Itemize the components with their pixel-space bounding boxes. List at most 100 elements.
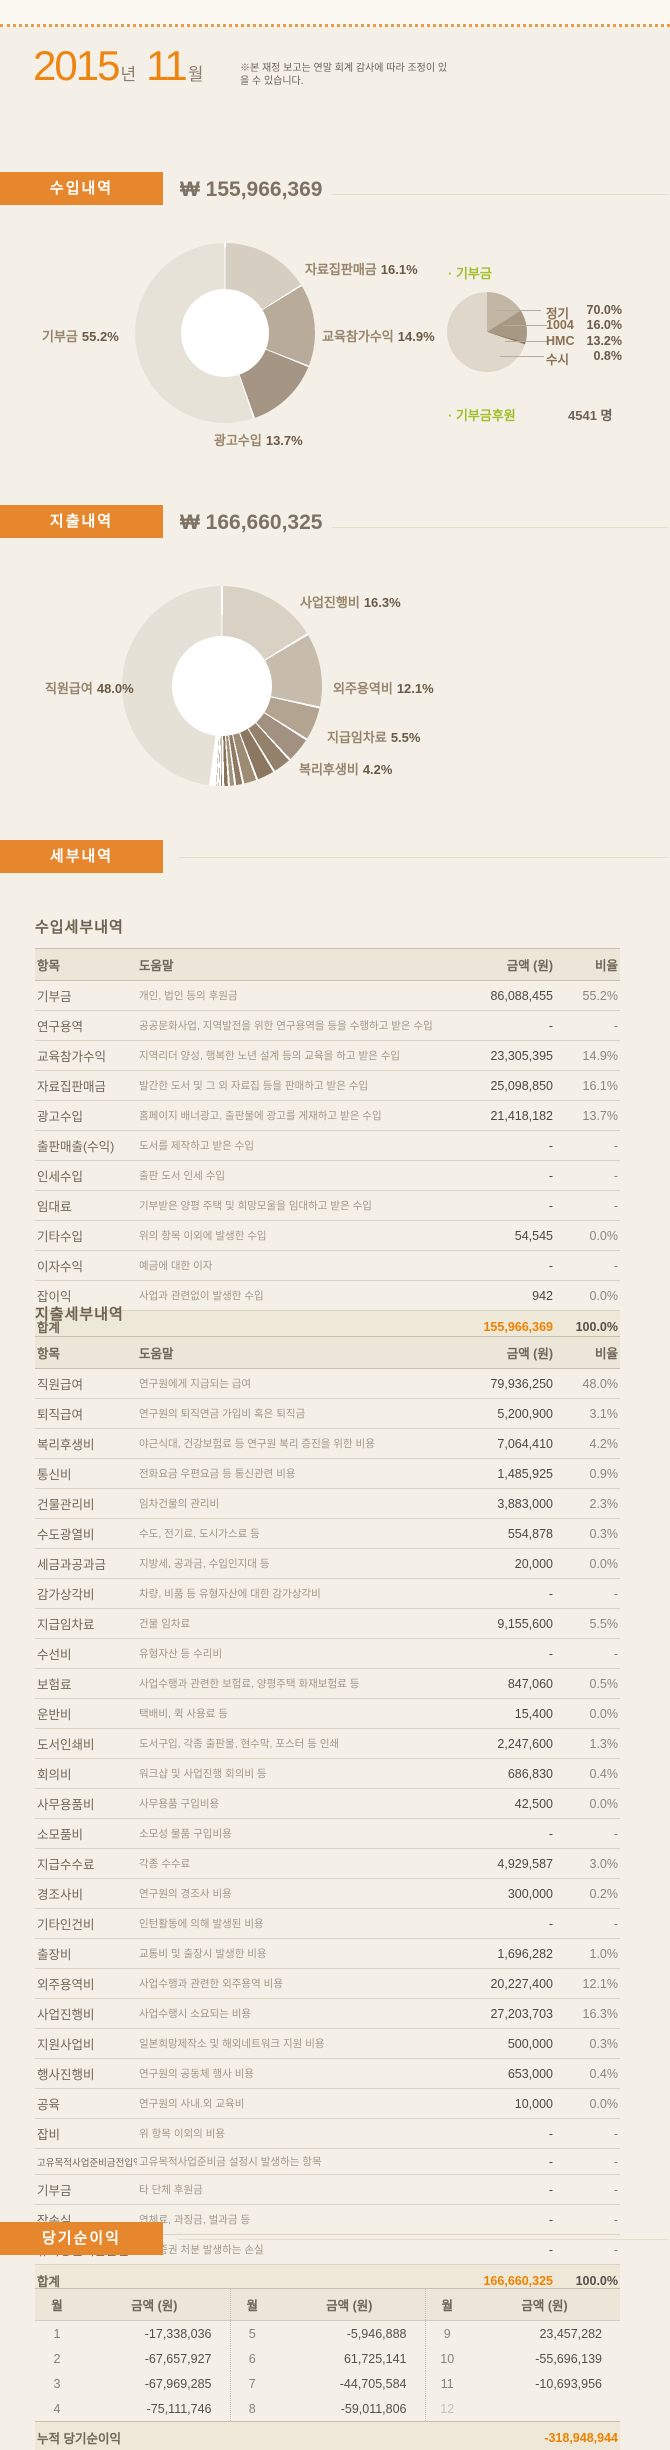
table-row: 공육 연구원의 사내.외 교육비 10,000 0.0% [35,2088,620,2119]
ratio-cell: 0.0% [555,2088,620,2119]
item-cell: 세금과공과금 [35,1548,137,1579]
donors-pie-chart [447,292,527,372]
col-header-item: 항목 [35,1336,137,1369]
table-row: 출장비 교통비 및 출장시 발생한 비용 1,696,282 1.0% [35,1938,620,1969]
table-row: 건물관리비 임차건물의 관리비 3,883,000 2.3% [35,1488,620,1519]
item-cell: 보험료 [35,1668,137,1699]
table-row: 기부금 타 단체 후원금 - - [35,2174,620,2205]
help-cell: 발간한 도서 및 그 외 자료집 등을 판매하고 받은 수입 [137,1070,443,1101]
pie-legend-name: 1004 [546,318,574,332]
help-cell: 위 항목 이외의 비용 [137,2118,443,2149]
income-label-gibu-name: 기부금 [42,329,78,344]
expense-label-saeop: 사업진행비 16.3% [300,592,401,611]
ratio-cell: 3.1% [555,1398,620,1429]
amount-cell: 27,203,703 [443,1998,555,2029]
table-header-row: 월 금액 (원) 월 금액 (원) 월 금액 (원) [35,2288,620,2321]
amount-cell: 86,088,455 [443,980,555,1011]
table-row: 직원급여 연구원에게 지급되는 급여 79,936,250 48.0% [35,1368,620,1399]
expense-label-saeop-value: 16.3% [363,595,401,610]
month-cell: 1 [53,2326,61,2341]
item-cell: 광고수입 [35,1100,137,1131]
expense-label-imcha: 지급임차료 5.5% [327,727,420,746]
income-label-gwango-value: 13.7% [265,433,303,448]
pie-legend-value: 70.0% [586,303,622,317]
ratio-cell: 16.1% [555,1070,620,1101]
income-label-jaryojip-value: 16.1% [380,262,418,277]
col-header-item: 항목 [35,948,137,981]
ratio-cell: - [555,1578,620,1609]
net-section-badge: 당기순이익 [0,2222,163,2255]
help-cell: 도서를 제작하고 받은 수입 [137,1130,443,1161]
amount-cell: -10,693,956 [535,2376,602,2391]
table-row: 기타인건비 인턴활동에 의해 발생된 비용 - - [35,1908,620,1939]
leader-line [500,356,544,357]
item-cell: 사무용품비 [35,1788,137,1819]
col-header-month: 월 [35,2288,79,2321]
help-cell: 택배비, 퀵 사용료 등 [137,1698,443,1729]
income-donut-chart [135,243,315,423]
amount-cell [469,2396,620,2422]
item-cell: 자료집판매금 [35,1070,137,1101]
help-cell: 기부받은 양평 주택 및 희망모울을 임대하고 받은 수입 [137,1190,443,1221]
table-row: 잡이익 사업과 관련없이 발생한 수입 942 0.0% [35,1280,620,1311]
table-row: 기타수입 위의 항목 이외에 발생한 수입 54,545 0.0% [35,1220,620,1251]
col-header-amount: 금액 (원) [469,2288,620,2321]
ratio-cell: 0.2% [555,1878,620,1909]
ratio-cell: 0.9% [555,1458,620,1489]
amount-cell: -59,011,806 [340,2401,407,2416]
table-row: 지원사업비 일본희망제작소 및 해외네트워크 지원 비용 500,000 0.3% [35,2028,620,2059]
item-cell: 지급임차료 [35,1608,137,1639]
month-cell: 3 [53,2376,61,2391]
monthly-net-income-table: 월 금액 (원) 월 금액 (원) 월 금액 (원) 1 -17,338,036 5… [35,2288,620,2450]
donors-count-value: 4541 명 [568,408,613,423]
amount-cell: 5,200,900 [443,1398,555,1429]
ratio-cell: - [555,1250,620,1281]
help-cell: 사업수행과 관련한 외주용역 비용 [137,1968,443,1999]
amount-cell: 21,418,182 [443,1100,555,1131]
amount-cell: - [443,2118,555,2149]
col-header-help: 도움말 [137,948,443,981]
table-row: 회의비 워크샵 및 사업진행 회의비 등 686,830 0.4% [35,1758,620,1789]
pie-legend-row: 수시 0.8% [546,349,622,368]
table-row: 수선비 유형자산 등 수리비 - - [35,1638,620,1669]
col-header-amount: 금액 (원) [443,948,555,981]
table-row: 3 -67,969,285 7 -44,705,584 11 -10,693,956 [35,2371,620,2396]
expense-label-saeop-name: 사업진행비 [300,595,360,610]
col-header-month: 월 [229,2288,274,2321]
title-month: 11 [146,42,188,89]
help-cell: 소모성 물품 구입비용 [137,1818,443,1849]
help-cell: 고유목적사업준비금 설정시 발생하는 항목 [137,2148,443,2175]
ratio-cell: 12.1% [555,1968,620,1999]
item-cell: 직원급여 [35,1368,137,1399]
table-row: 사무용품비 사무용품 구입비용 42,500 0.0% [35,1788,620,1819]
item-cell: 퇴직급여 [35,1398,137,1429]
expense-total-amount: ₩ 166,660,325 [180,511,323,534]
help-cell: 타 단체 후원금 [137,2174,443,2205]
col-header-amount: 금액 (원) [274,2288,425,2321]
col-header-month: 월 [424,2288,469,2321]
amount-cell: 3,883,000 [443,1488,555,1519]
expense-label-imcha-name: 지급임차료 [327,730,387,745]
ratio-cell: 0.0% [555,1220,620,1251]
table-row: 통신비 전화요금 우편요금 등 통신관련 비용 1,485,925 0.9% [35,1458,620,1489]
item-cell: 임대료 [35,1190,137,1221]
income-label-gyoyuk: 교육참가수익 14.9% [322,326,435,345]
income-label-gwango: 광고수입 13.7% [214,430,303,449]
amount-cell: - [443,1160,555,1191]
ratio-cell: - [555,1160,620,1191]
income-label-gwango-name: 광고수입 [214,433,262,448]
ratio-cell: 0.4% [555,1758,620,1789]
ratio-cell: 0.0% [555,1280,620,1311]
table-header-row: 항목 도움말 금액 (원) 비율 [35,948,620,981]
expense-label-geupyeo-name: 직원급여 [45,681,93,696]
expense-section-badge: 지출내역 [0,505,163,538]
ratio-cell: 48.0% [555,1368,620,1399]
ratio-cell: 1.3% [555,1728,620,1759]
income-section-badge: 수입내역 [0,172,163,205]
ratio-cell: - [555,2148,620,2175]
amount-cell: 23,457,282 [539,2326,602,2341]
income-label-gyoyuk-value: 14.9% [397,329,435,344]
expense-label-bokri: 복리후생비 4.2% [299,759,392,778]
income-label-jaryojip-name: 자료집판매금 [305,262,377,277]
month-cell: 5 [229,2320,274,2346]
